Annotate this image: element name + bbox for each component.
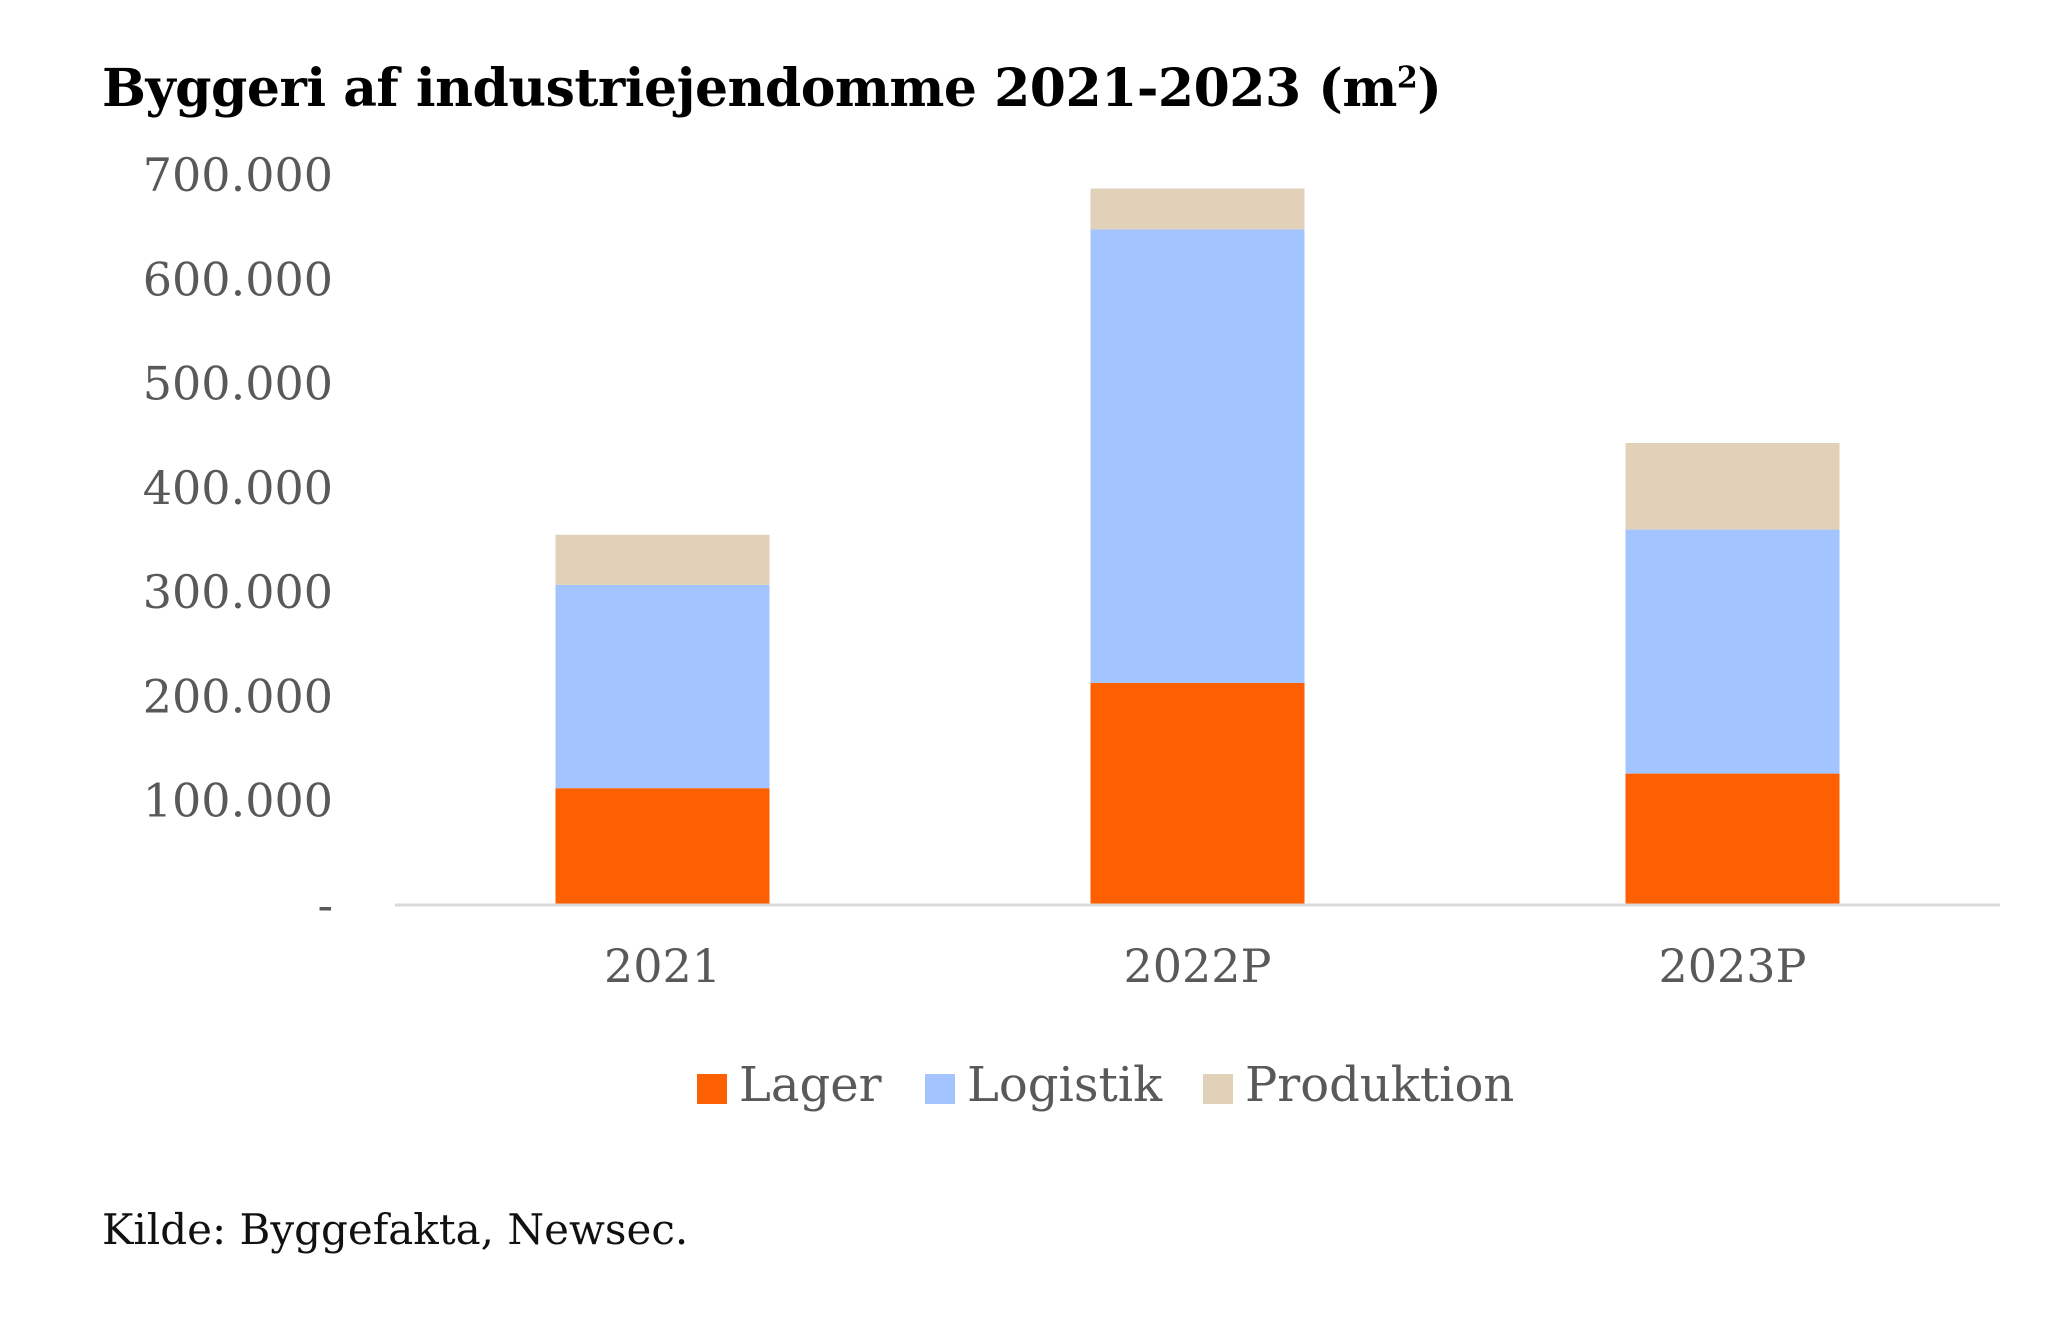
bar-produktion-2023p (1625, 443, 1840, 530)
legend-label-logistik: Logistik (967, 1057, 1163, 1113)
legend: Lager Logistik Produktion (697, 1057, 1514, 1113)
source-note: Kilde: Byggefakta, Newsec. (102, 1205, 689, 1254)
chart-title-text: Byggeri af industriejendomme 2021-2023 (… (102, 58, 1397, 119)
bar-logistik-2023p (1625, 529, 1840, 774)
y-tick-label: - (317, 878, 333, 932)
bar-lager-2021 (555, 788, 770, 905)
y-tick-label: 300.000 (143, 565, 333, 619)
legend-label-lager: Lager (739, 1057, 882, 1113)
x-axis: 2021 2022P 2023P (604, 939, 1807, 993)
legend-swatch-lager (697, 1074, 727, 1104)
legend-label-produktion: Produktion (1245, 1057, 1514, 1113)
y-tick-label: 100.000 (143, 774, 333, 828)
bar-logistik-2022p (1090, 229, 1305, 683)
y-tick-label: 500.000 (143, 357, 333, 411)
chart-title: Byggeri af industriejendomme 2021-2023 (… (102, 58, 1442, 119)
y-tick-label: 700.000 (143, 148, 333, 202)
x-tick-label: 2021 (604, 939, 721, 993)
y-tick-label: 200.000 (143, 669, 333, 723)
y-tick-label: 400.000 (143, 461, 333, 515)
bars (555, 188, 1840, 905)
y-tick-label: 600.000 (143, 252, 333, 306)
x-tick-label: 2023P (1658, 939, 1806, 993)
chart-title-superscript: 2 (1396, 60, 1418, 96)
bar-lager-2022p (1090, 682, 1305, 905)
bar-lager-2023p (1625, 773, 1840, 905)
legend-swatch-produktion (1203, 1074, 1233, 1104)
chart-title-close: ) (1417, 58, 1442, 119)
bar-produktion-2022p (1090, 188, 1305, 230)
y-axis: - 100.000 200.000 300.000 400.000 500.000 600.… (143, 148, 333, 932)
bar-logistik-2021 (555, 584, 770, 789)
x-tick-label: 2022P (1123, 939, 1271, 993)
legend-swatch-logistik (925, 1074, 955, 1104)
bar-produktion-2021 (555, 534, 770, 585)
